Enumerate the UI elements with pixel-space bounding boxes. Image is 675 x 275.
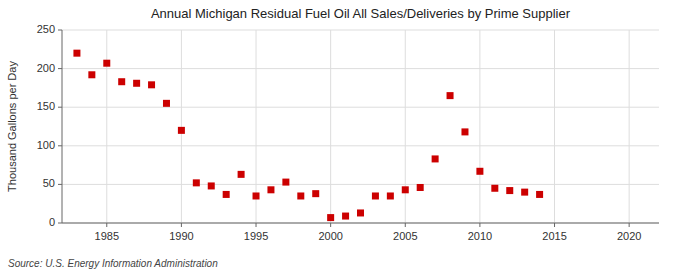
x-grid-line [554,30,555,223]
point [118,78,125,85]
point [536,191,543,198]
x-tick [106,223,107,227]
point [88,71,95,78]
axes: 0 50 100 150 200 250 1985 1990 1995 2000 2005 2010 2… [37,23,659,242]
point [476,168,483,175]
point [461,128,468,135]
point [267,186,274,193]
points [73,50,543,221]
point [312,190,319,197]
x-grid-line [405,30,406,223]
point [282,179,289,186]
y-tick [58,107,62,108]
point [148,81,155,88]
point [297,192,304,199]
point [253,192,260,199]
y-grid-line [62,68,659,69]
x-grid-line [181,30,182,223]
point [506,187,513,194]
y-tick-label: 150 [37,100,55,112]
point [208,182,215,189]
point [103,60,110,67]
y-tick [58,145,62,146]
x-tick-label: 1995 [244,230,268,242]
x-tick-label: 2005 [393,230,417,242]
point [491,185,498,192]
y-tick [58,184,62,185]
point [223,191,230,198]
x-grid-line [330,30,331,223]
y-tick [58,30,62,31]
point [432,155,439,162]
x-grid-line [106,30,107,223]
point [447,92,454,99]
source-annotation: Source: U.S. Energy Information Administ… [8,258,218,269]
y-tick [58,223,62,224]
y-axis-line [62,30,63,223]
y-axis-label: Thousand Gallons per Day [6,61,18,192]
y-grid-line [62,223,659,224]
point [402,186,409,193]
point [178,127,185,134]
point [327,214,334,221]
point [342,213,349,220]
point [238,171,245,178]
x-grid-line [629,30,630,223]
point [163,100,170,107]
y-grid-line [62,107,659,108]
title: Annual Michigan Residual Fuel Oil All Sa… [151,6,571,21]
point [357,209,364,216]
point [372,192,379,199]
point [133,80,140,87]
x-tick-label: 2020 [617,230,641,242]
x-tick [405,223,406,227]
y-tick-label: 50 [43,177,55,189]
point [387,192,394,199]
x-tick [629,223,630,227]
x-tick-label: 1985 [95,230,119,242]
x-axis-line [62,223,659,224]
x-tick-label: 2010 [468,230,492,242]
y-grid-line [62,30,659,31]
y-tick-label: 200 [37,62,55,74]
x-tick-label: 2015 [542,230,566,242]
chart-svg: 0 50 100 150 200 250 1985 1990 1995 2000 2005 2010 2… [0,0,675,275]
x-tick [479,223,480,227]
y-grid-line [62,184,659,185]
x-tick-label: 2000 [318,230,342,242]
x-tick-label: 1990 [169,230,193,242]
y-tick-label: 250 [37,23,55,35]
chart-container: 0 50 100 150 200 250 1985 1990 1995 2000 2005 2010 2… [0,0,675,275]
point [73,50,80,57]
x-tick [330,223,331,227]
y-tick [58,68,62,69]
x-tick [256,223,257,227]
point [193,179,200,186]
grid [62,30,659,223]
x-tick [181,223,182,227]
y-grid-line [62,145,659,146]
y-tick-label: 0 [49,216,55,228]
point [521,189,528,196]
point [417,184,424,191]
x-grid-line [479,30,480,223]
x-tick [554,223,555,227]
y-tick-label: 100 [37,139,55,151]
